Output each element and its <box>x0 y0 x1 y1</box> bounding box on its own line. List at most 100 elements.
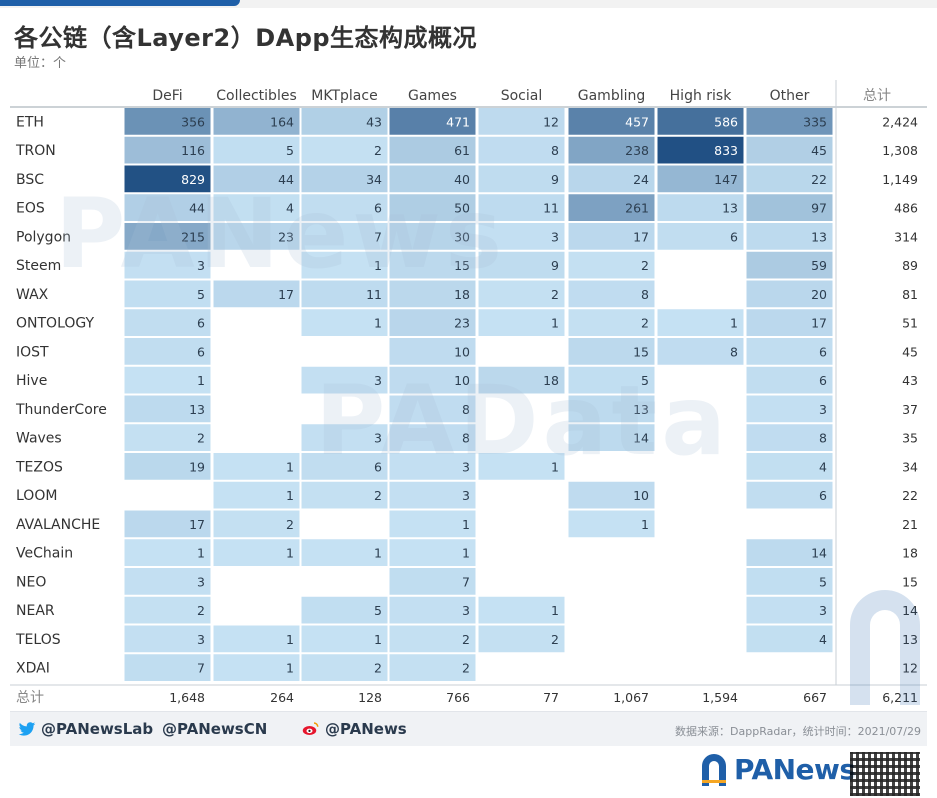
heat-cell <box>213 194 300 221</box>
heat-cell <box>124 395 211 423</box>
cell-value: 3 <box>462 603 470 618</box>
cell-value: 3 <box>197 574 205 589</box>
row-total-hive: 43 <box>902 373 918 388</box>
cell-value: 15 <box>633 344 649 359</box>
heat-cell <box>746 539 833 566</box>
cell-value: 10 <box>454 344 470 359</box>
cell-value: 1 <box>641 517 649 532</box>
cell-value: 3 <box>197 258 205 273</box>
row-label-iost: IOST <box>16 344 49 360</box>
heat-cell <box>389 194 476 221</box>
heat-cell <box>389 510 476 538</box>
heat-cell <box>746 395 833 423</box>
heat-cell <box>301 654 388 681</box>
cell-value: 15 <box>454 258 470 273</box>
row-label-tron: TRON <box>15 143 56 159</box>
cell-value: 17 <box>278 287 294 302</box>
cell-value: 17 <box>811 316 827 331</box>
cell-value: 45 <box>811 143 827 158</box>
heat-cell <box>746 108 833 135</box>
heat-cell <box>213 453 300 480</box>
heat-cell <box>568 395 655 423</box>
twitter-handle-cn[interactable]: @PANewsCN <box>162 720 267 738</box>
column-header-mktplace: MKTplace <box>311 88 377 104</box>
cell-value: 9 <box>551 172 559 187</box>
heat-cell <box>568 136 655 164</box>
cell-value: 1 <box>551 459 559 474</box>
row-label-hive: Hive <box>16 373 47 389</box>
row-total-polygon: 314 <box>894 229 918 244</box>
heat-cell <box>478 366 565 394</box>
heat-cell <box>124 280 211 308</box>
heat-cell <box>301 165 388 193</box>
cell-value: 1 <box>462 517 470 532</box>
heat-cell <box>389 654 476 681</box>
heat-cell <box>568 108 655 135</box>
cell-value: 17 <box>633 229 649 244</box>
cell-value: 6 <box>819 373 827 388</box>
cell-value: 829 <box>181 172 205 187</box>
heat-cell <box>568 338 655 365</box>
heat-cell <box>213 165 300 193</box>
cell-value: 1 <box>286 632 294 647</box>
row-label-loom: LOOM <box>16 488 57 504</box>
twitter-handle-lab-text: @PANewsLab <box>41 720 154 738</box>
heat-cell <box>301 539 388 566</box>
cell-value: 2 <box>641 258 649 273</box>
heat-cell <box>657 223 744 250</box>
heat-cell <box>301 251 388 279</box>
heat-cell <box>478 108 565 135</box>
heat-cell <box>746 568 833 595</box>
cell-value: 13 <box>189 402 205 417</box>
heat-cell <box>124 309 211 336</box>
heat-cell <box>301 366 388 394</box>
heat-cell <box>301 136 388 164</box>
cell-value: 335 <box>803 114 827 129</box>
column-total-games: 766 <box>446 690 470 705</box>
cell-value: 14 <box>633 431 649 446</box>
cell-value: 19 <box>189 459 205 474</box>
heat-cell <box>746 194 833 221</box>
heat-cell <box>657 165 744 193</box>
heat-cell <box>301 625 388 653</box>
cell-value: 13 <box>811 229 827 244</box>
cell-value: 59 <box>811 258 827 273</box>
row-total-telos: 13 <box>902 632 918 647</box>
unit-label: 单位：个 <box>14 56 67 71</box>
heat-cell <box>657 309 744 336</box>
heat-cell <box>657 136 744 164</box>
brand-name: PANews <box>734 752 856 786</box>
cell-value: 215 <box>181 229 205 244</box>
heat-cell <box>213 654 300 681</box>
heat-cell <box>746 625 833 653</box>
row-total-avalanche: 21 <box>902 517 918 532</box>
row-label-avalanche: AVALANCHE <box>16 517 100 533</box>
cell-value: 13 <box>633 402 649 417</box>
cell-value: 3 <box>374 373 382 388</box>
weibo-handle-text: @PANews <box>325 720 407 738</box>
row-label-polygon: Polygon <box>16 229 71 245</box>
heat-cell <box>389 539 476 566</box>
weibo-icon <box>302 722 319 735</box>
cell-value: 20 <box>811 287 827 302</box>
cell-value: 1 <box>286 546 294 561</box>
cell-value: 1 <box>374 258 382 273</box>
row-label-wax: WAX <box>16 287 49 303</box>
cell-value: 8 <box>730 344 738 359</box>
heat-cell <box>213 280 300 308</box>
heat-cell <box>478 194 565 221</box>
twitter-handle-lab[interactable]: @PANewsLab <box>18 720 153 738</box>
cell-value: 4 <box>819 632 827 647</box>
weibo-handle[interactable]: @PANews <box>302 720 407 738</box>
heat-cell <box>389 165 476 193</box>
column-header-collectibles: Collectibles <box>216 88 297 104</box>
cell-value: 238 <box>625 143 649 158</box>
column-total-other: 667 <box>803 690 827 705</box>
heat-cell <box>746 596 833 624</box>
cell-value: 6 <box>197 344 205 359</box>
cell-value: 2 <box>197 603 205 618</box>
heat-cell <box>478 625 565 653</box>
column-total-defi: 1,648 <box>169 690 205 705</box>
column-total-collectibles: 264 <box>270 690 294 705</box>
heat-cell <box>213 481 300 509</box>
